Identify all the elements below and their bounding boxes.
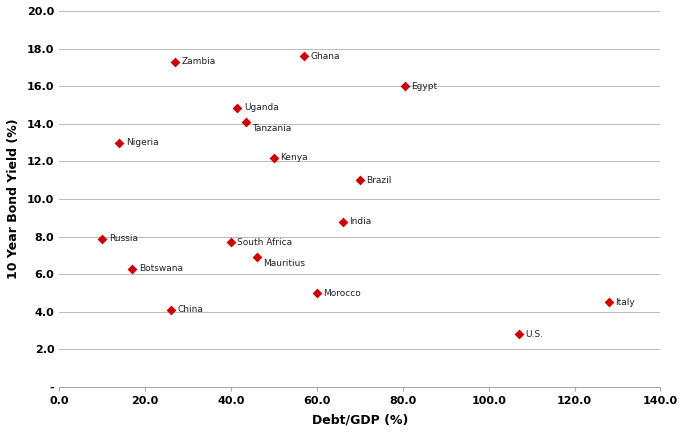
Y-axis label: 10 Year Bond Yield (%): 10 Year Bond Yield (%) — [7, 119, 20, 279]
Point — [312, 290, 323, 297]
Point — [127, 265, 138, 272]
Text: Russia: Russia — [109, 234, 138, 243]
Point — [269, 154, 279, 161]
Point — [603, 299, 614, 306]
Point — [513, 331, 524, 338]
Text: Mauritius: Mauritius — [263, 259, 306, 268]
Text: Zambia: Zambia — [182, 57, 216, 66]
Point — [299, 53, 310, 60]
Point — [354, 177, 365, 184]
Text: U.S.: U.S. — [525, 330, 543, 339]
Text: Brazil: Brazil — [366, 176, 392, 185]
Point — [240, 119, 251, 126]
Text: Egypt: Egypt — [412, 82, 438, 90]
Text: Morocco: Morocco — [323, 288, 361, 297]
Point — [251, 254, 262, 261]
X-axis label: Debt/GDP (%): Debt/GDP (%) — [312, 413, 408, 426]
Point — [399, 83, 410, 90]
Text: Uganda: Uganda — [244, 103, 279, 112]
Text: Tanzania: Tanzania — [253, 124, 292, 133]
Text: Nigeria: Nigeria — [126, 138, 158, 147]
Text: Italy: Italy — [615, 298, 635, 307]
Text: Kenya: Kenya — [280, 153, 308, 162]
Text: India: India — [349, 217, 371, 226]
Point — [97, 235, 108, 242]
Text: China: China — [177, 305, 203, 314]
Point — [232, 104, 243, 111]
Text: Ghana: Ghana — [310, 52, 340, 61]
Text: South Africa: South Africa — [238, 238, 292, 247]
Point — [166, 307, 177, 313]
Point — [337, 218, 348, 225]
Text: Botswana: Botswana — [138, 264, 183, 273]
Point — [170, 58, 181, 65]
Point — [114, 139, 125, 146]
Point — [225, 239, 236, 246]
